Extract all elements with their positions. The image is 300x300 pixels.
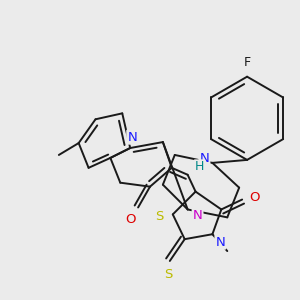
Text: N: N: [193, 209, 202, 222]
Text: H: H: [195, 160, 204, 173]
Text: N: N: [215, 236, 225, 249]
Text: O: O: [249, 191, 259, 204]
Text: N: N: [127, 130, 137, 144]
Text: F: F: [244, 56, 251, 69]
Text: S: S: [155, 210, 163, 223]
Text: O: O: [125, 213, 135, 226]
Text: S: S: [164, 268, 172, 281]
Text: N: N: [200, 152, 209, 165]
